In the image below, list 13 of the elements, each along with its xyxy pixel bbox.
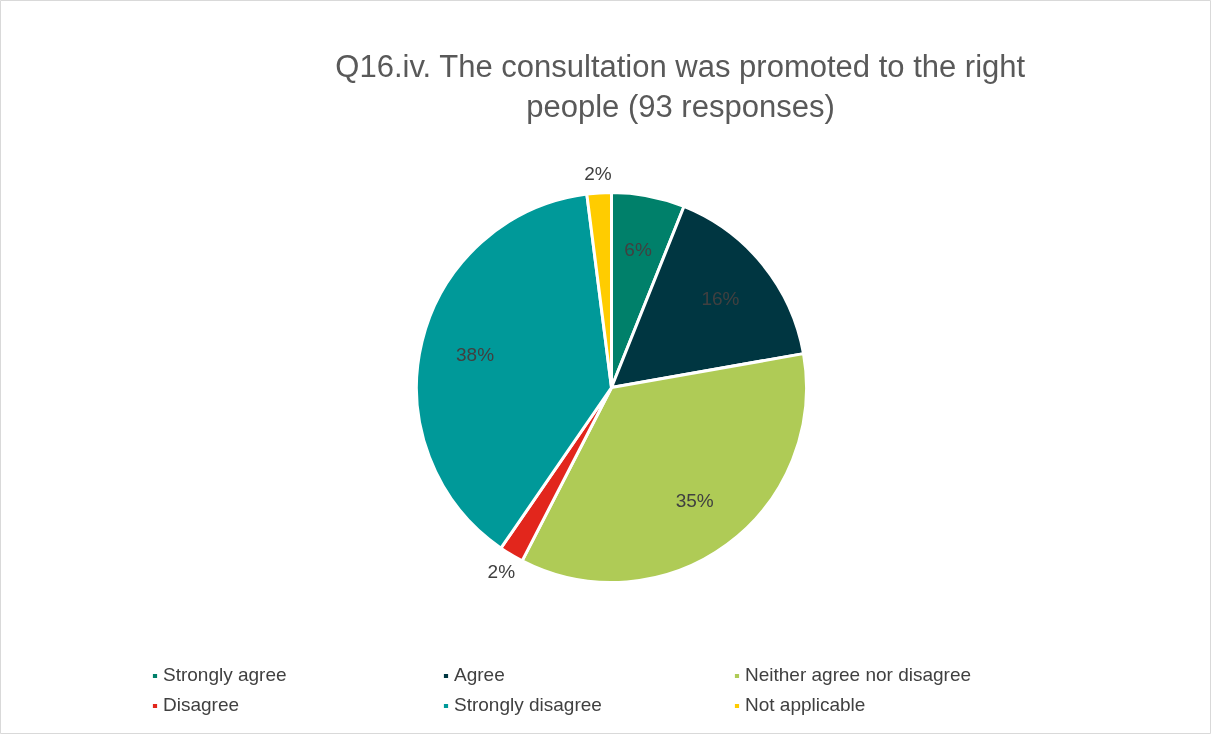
legend-label: Disagree (163, 694, 241, 716)
legend-label: Not applicable (745, 694, 867, 716)
data-label: 6% (624, 239, 652, 261)
legend-label: Agree (454, 664, 506, 686)
data-label: 2% (584, 162, 612, 184)
legend-label: Strongly agree (163, 664, 288, 686)
legend-label: Strongly disagree (454, 694, 603, 716)
data-label: 16% (701, 288, 740, 310)
chart-title: Q16.iv. The consultation was promoted to the right people (93 responses) (335, 48, 1026, 124)
legend-label: Neither agree nor disagree (745, 664, 973, 686)
data-label: 38% (456, 343, 495, 365)
data-label: 2% (487, 561, 516, 583)
data-label: 35% (675, 490, 714, 512)
